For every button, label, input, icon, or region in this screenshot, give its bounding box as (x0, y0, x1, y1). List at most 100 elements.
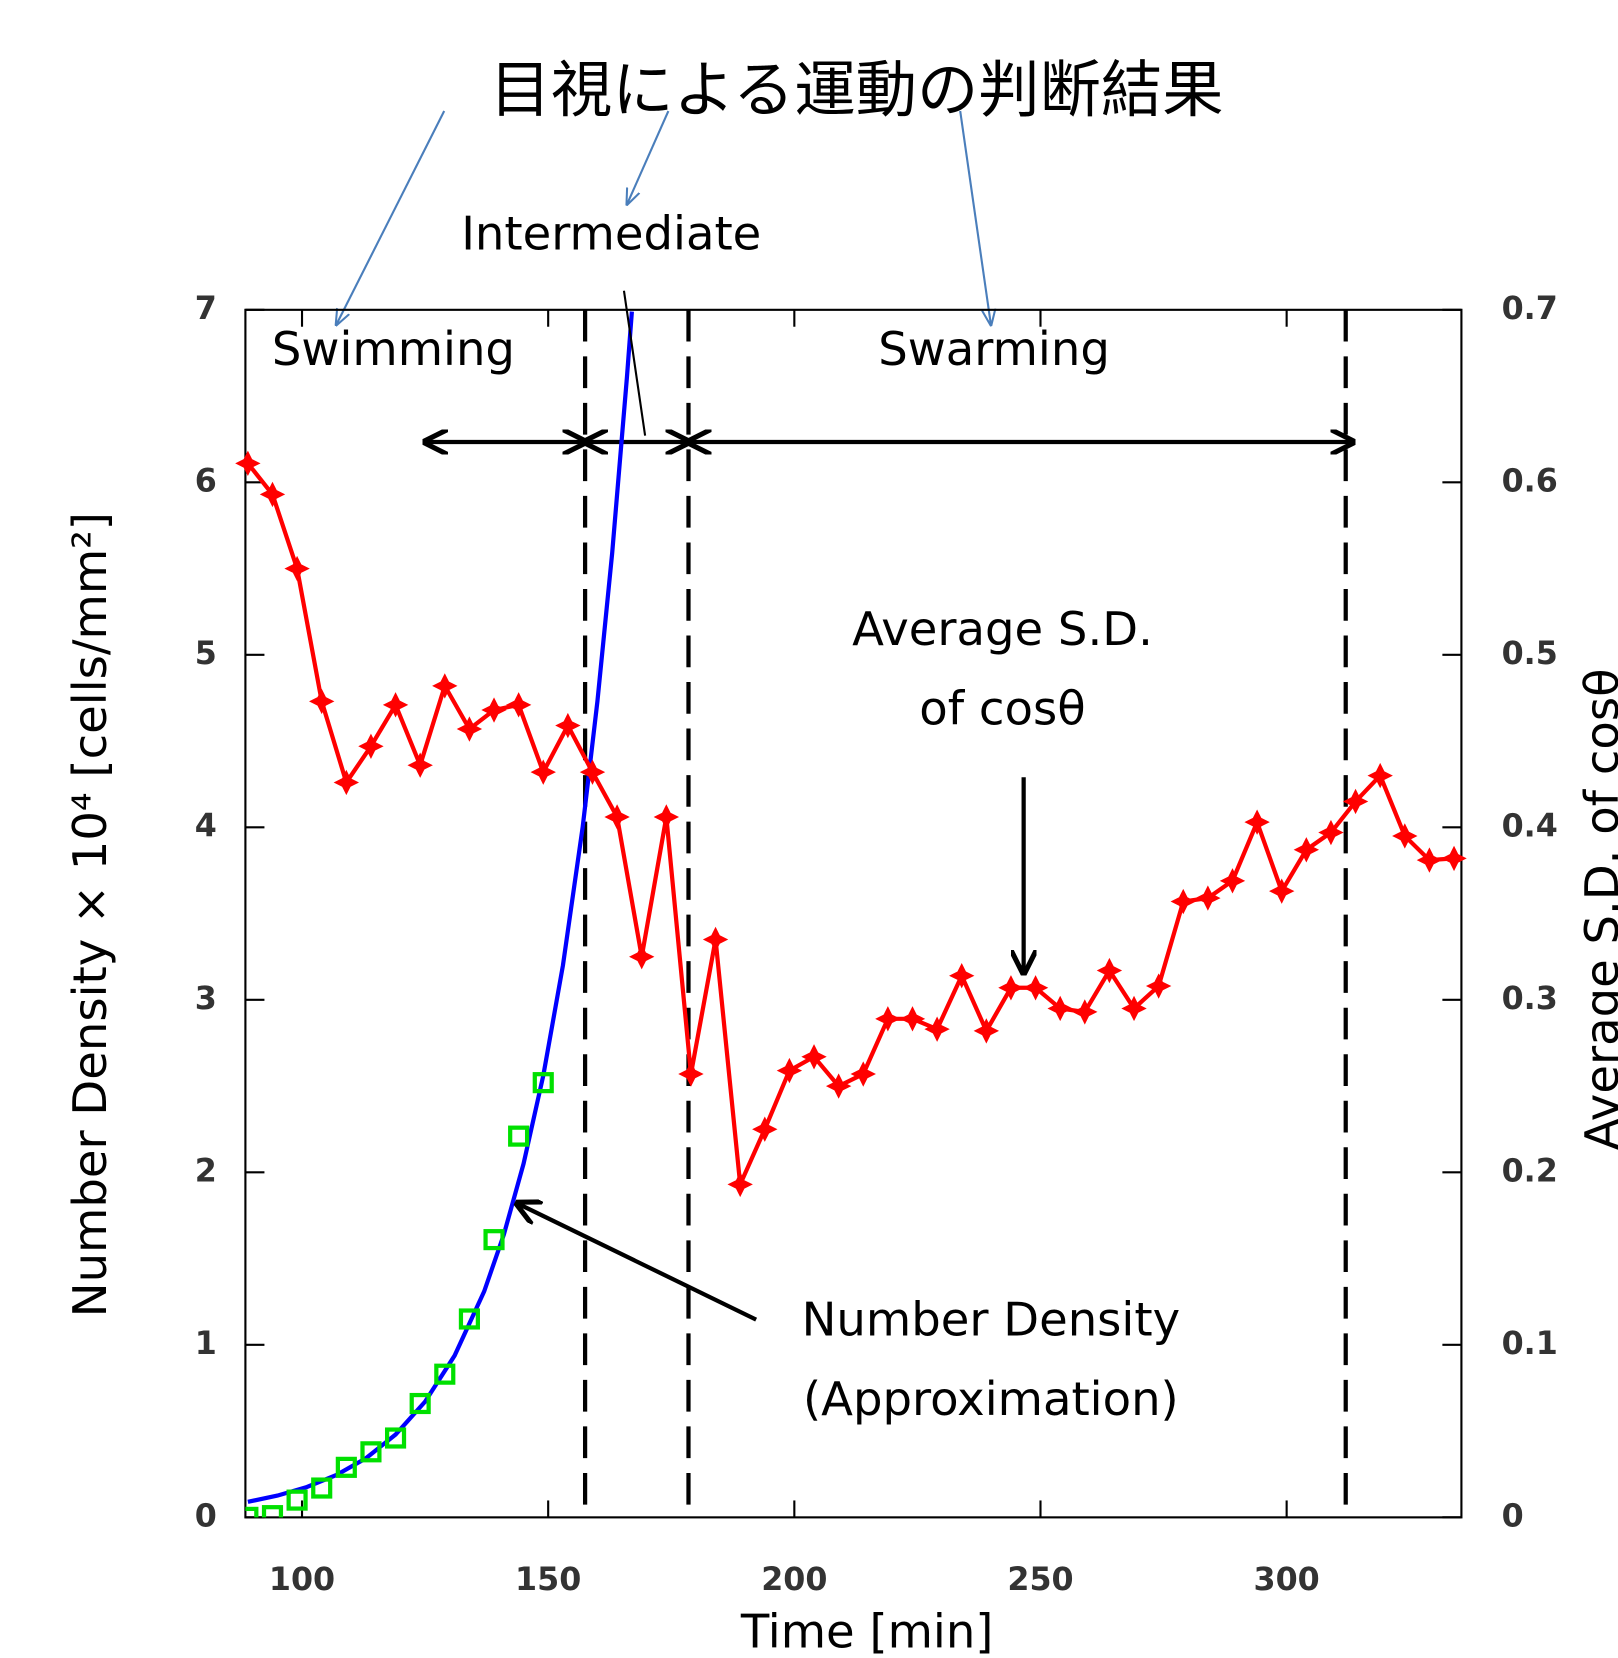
marker (776, 1057, 803, 1084)
marker (261, 1505, 284, 1518)
series-line (247, 311, 634, 1504)
y2-tick-label: 0.1 (1502, 1326, 1558, 1362)
marker (481, 697, 507, 723)
marker (825, 1073, 852, 1099)
marker (1342, 788, 1369, 815)
y2-tick-label: 0.5 (1502, 636, 1558, 672)
y-axis-label: Number Density × 10⁴ [cells/mm²] (63, 512, 117, 1317)
pointer (959, 110, 991, 325)
marker (801, 1044, 827, 1070)
marker (1269, 878, 1295, 904)
y-tick-label: 5 (195, 636, 217, 672)
marker (432, 673, 458, 699)
y-tick-label: 7 (195, 291, 217, 327)
annotation: Average S.D. (852, 602, 1153, 656)
y-tick-label: 2 (195, 1153, 217, 1189)
x-tick-label: 150 (515, 1562, 581, 1598)
marker (998, 975, 1024, 1001)
y-tick-label: 3 (195, 981, 217, 1017)
marker (311, 1477, 333, 1499)
marker (629, 944, 655, 970)
marker (875, 1006, 901, 1032)
y-tick-label: 1 (195, 1326, 217, 1362)
marker (1170, 888, 1196, 915)
marker (653, 804, 680, 830)
marker (532, 1072, 554, 1094)
marker (1195, 885, 1221, 911)
pointer (622, 290, 647, 436)
y-tick-label: 6 (195, 463, 217, 499)
plot-frame (244, 308, 1463, 1519)
phase-label: Swarming (878, 322, 1110, 376)
chart-title: 目視による運動の判断結果 (490, 55, 1224, 126)
marker (604, 804, 630, 830)
marker (245, 1506, 259, 1518)
marker (456, 716, 483, 742)
pointer (627, 110, 670, 204)
y2-tick-label: 0.7 (1502, 291, 1558, 327)
marker (358, 733, 384, 759)
phase-label: Intermediate (461, 207, 761, 261)
marker (259, 481, 286, 508)
marker (382, 692, 409, 718)
series-layer (245, 311, 1455, 1518)
marker (727, 1171, 753, 1198)
marker (286, 1489, 308, 1511)
marker (1441, 845, 1467, 872)
annotation: Number Density (802, 1292, 1181, 1346)
marker (1318, 819, 1344, 846)
marker (309, 688, 335, 715)
y2-tick-label: 0.3 (1502, 981, 1558, 1017)
marker (1416, 847, 1443, 873)
phase-label: Swimming (272, 322, 515, 376)
marker (384, 1427, 407, 1449)
y2-tick-label: 0.6 (1502, 463, 1558, 499)
x-tick-label: 100 (269, 1562, 335, 1598)
x-tick-label: 200 (761, 1562, 827, 1598)
y-tick-label: 4 (195, 808, 217, 844)
marker (483, 1229, 505, 1251)
marker (1121, 995, 1147, 1022)
x-tick-label: 300 (1254, 1562, 1320, 1598)
marker (1293, 837, 1320, 863)
marker (284, 555, 310, 582)
marker (1022, 975, 1049, 1001)
annotation: of cosθ (919, 681, 1085, 735)
y2-axis-label: Average S.D. of cosθ (1575, 668, 1618, 1150)
pointer (517, 1203, 758, 1322)
marker (407, 752, 433, 778)
marker (702, 926, 729, 953)
marker (409, 1392, 431, 1415)
marker (508, 1125, 530, 1147)
marker (899, 1006, 926, 1032)
marker (235, 450, 261, 477)
marker (1392, 823, 1418, 849)
y2-tick-label: 0.4 (1502, 808, 1558, 844)
marker (678, 1061, 704, 1087)
marker (1244, 809, 1270, 835)
annotation: (Approximation) (803, 1372, 1179, 1426)
marker (458, 1308, 480, 1330)
marker (333, 769, 360, 796)
marker (505, 692, 532, 718)
marker (1145, 973, 1172, 999)
x-axis-label: Time [min] (740, 1604, 994, 1658)
y2-tick-label: 0 (1502, 1498, 1524, 1534)
pointer (336, 110, 446, 325)
marker (1047, 995, 1073, 1022)
marker (1219, 868, 1246, 894)
marker (555, 712, 581, 739)
marker (434, 1363, 456, 1385)
marker (1367, 762, 1393, 789)
marker (1072, 999, 1098, 1025)
marker (579, 759, 606, 785)
marker (1096, 957, 1123, 984)
marker (752, 1116, 778, 1142)
marker (335, 1456, 357, 1478)
marker (973, 1018, 1000, 1044)
y-tick-label: 0 (195, 1498, 217, 1534)
marker (360, 1441, 382, 1463)
series-line (246, 462, 1455, 1193)
